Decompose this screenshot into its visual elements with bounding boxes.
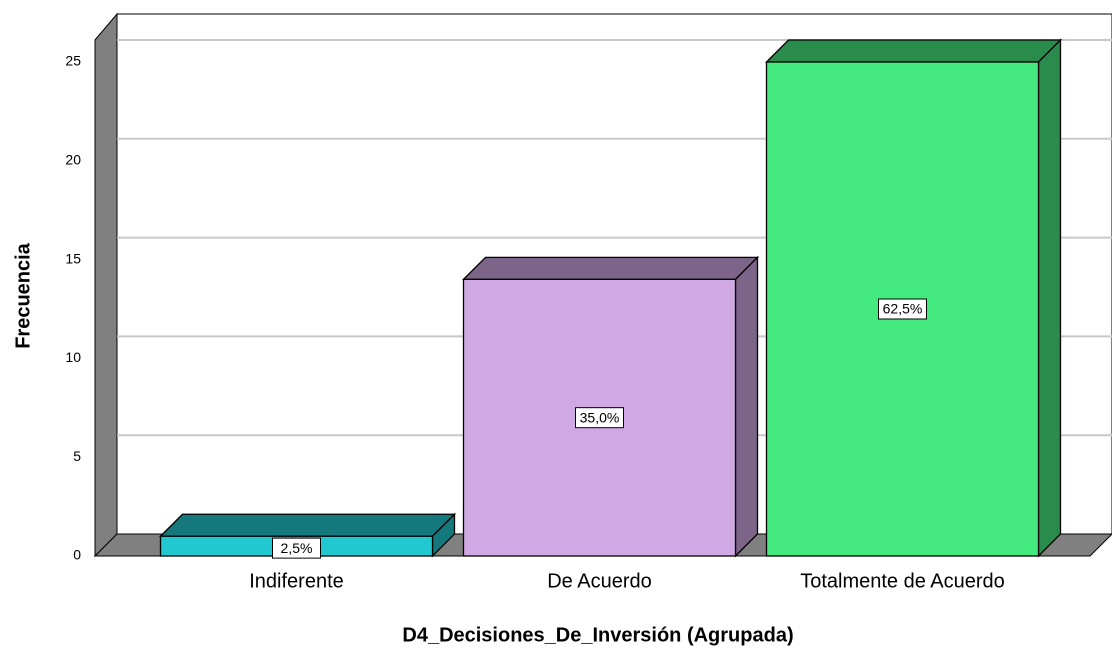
y-tick-label: 5 [73,448,81,464]
x-tick-label: Indiferente [249,570,344,592]
bar-top [764,39,1063,63]
percent-label: 2,5% [281,540,313,556]
x-axis-title: D4_Decisiones_De_Inversión (Agrupada) [402,624,793,646]
y-tick-label: 25 [65,53,81,69]
x-tick-label: De Acuerdo [547,570,652,592]
y-tick-label: 0 [73,547,81,563]
y-tick-label: 10 [65,349,81,365]
side-wall [94,12,118,558]
percent-label-box [272,537,321,559]
percent-label: 35,0% [580,409,620,425]
x-tick-label: Totalmente de Acuerdo [800,570,1005,592]
y-axis-title: Frecuencia [12,242,34,348]
y-tick-label: 15 [65,250,81,266]
bar-side [1037,38,1062,558]
bar-side [734,255,759,558]
percent-label: 62,5% [883,301,923,317]
bar-top [461,256,760,281]
bar-top [158,513,457,537]
percent-label-box [878,298,927,320]
percent-label-box [575,407,624,429]
y-tick-label: 20 [65,152,81,168]
